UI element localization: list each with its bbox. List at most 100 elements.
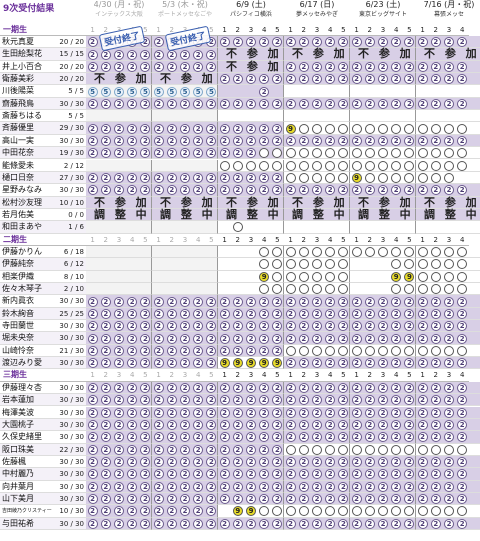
column-number: 4 — [389, 369, 403, 382]
column-number: 4 — [125, 233, 139, 246]
slot-won-circle: 2 — [259, 173, 270, 184]
slot-open-circle — [417, 259, 428, 270]
slot-group — [86, 208, 152, 222]
slot-won-circle: 2 — [298, 432, 309, 443]
slot-open-circle — [457, 259, 468, 270]
column-number: 1 — [218, 369, 232, 382]
slot-group — [416, 85, 480, 98]
slot-won-circle: 2 — [259, 86, 270, 97]
slot-won-circle: 2 — [298, 481, 309, 492]
slot-open-circle — [391, 123, 402, 134]
slot-open-circle — [417, 247, 428, 258]
slot-group — [284, 208, 350, 222]
slot-open-circle — [272, 160, 283, 171]
slot-won-circle: 2 — [378, 407, 388, 418]
slot-won-circle: 2 — [193, 420, 204, 431]
not-attending-label: 不 参 加 — [358, 195, 414, 209]
slot-group — [86, 110, 152, 123]
column-number: 2 — [363, 23, 377, 36]
slot-won-circle: 2 — [364, 98, 375, 109]
slot-open-circle — [430, 271, 441, 282]
slot-won-circle: 2 — [391, 185, 402, 196]
slot-open-circle — [404, 148, 415, 159]
member-name: 久保史緒里 — [0, 431, 58, 444]
slot-won-circle: 2 — [378, 395, 388, 406]
slot-won-circle: 2 — [219, 382, 230, 393]
slot-group — [416, 208, 480, 222]
slot-won-circle: 2 — [114, 506, 124, 517]
slot-won-circle: 2 — [404, 432, 415, 443]
slot-won-circle: 2 — [338, 382, 349, 393]
slot-won-circle: 2 — [166, 395, 177, 406]
slot-won-circle: 2 — [378, 518, 388, 529]
slot-open-circle — [391, 259, 402, 270]
slot-won-circle: 2 — [417, 135, 428, 146]
slot-won-circle: 2 — [312, 382, 322, 393]
member-name: 相楽伊織 — [0, 270, 58, 283]
column-number: 2 — [297, 369, 311, 382]
slot-won-circle: 2 — [246, 308, 256, 319]
slot-won-circle: 2 — [127, 123, 138, 134]
not-attending-label: 不 参 加 — [160, 72, 216, 86]
slot-won-circle: 2 — [378, 432, 388, 443]
slot-open-circle — [259, 148, 270, 159]
slot-won-circle: 2 — [166, 296, 177, 307]
slot-won-circle: 2 — [312, 37, 322, 48]
slot-won-circle: 2 — [166, 123, 177, 134]
slot-won-circle: 2 — [259, 135, 270, 146]
slot-won-circle: 2 — [325, 432, 336, 443]
not-attending-label: 不 参 加 — [424, 47, 480, 61]
slot-won-circle: 2 — [87, 37, 98, 48]
slot-won-circle: 2 — [153, 444, 164, 455]
slot-won-circle: 2 — [298, 457, 309, 468]
slot-num-circle: 5 — [180, 86, 190, 97]
member-name: 衛藤美彩 — [0, 73, 58, 86]
slot-open-circle — [391, 506, 402, 517]
slot-group — [416, 110, 480, 123]
slot-won-circle: 2 — [444, 518, 454, 529]
slot-won-circle: 2 — [378, 481, 388, 492]
slot-won-circle: 2 — [140, 173, 151, 184]
slot-open-circle — [325, 247, 336, 258]
slot-won-circle: 2 — [444, 308, 454, 319]
member-name: 佐藤楓 — [0, 455, 58, 469]
column-number: 3 — [442, 233, 456, 246]
member-name: 向井葉月 — [0, 480, 58, 493]
slot-won-circle: 2 — [127, 173, 138, 184]
slot-won-circle: 2 — [325, 333, 336, 344]
slot-won-circle: 2 — [100, 407, 111, 418]
slot-won-circle: 2 — [312, 333, 322, 344]
slot-won-circle: 2 — [272, 37, 283, 48]
slot-open-circle — [404, 444, 415, 455]
slot-won-circle: 2 — [246, 420, 256, 431]
slot-won-circle: 2 — [246, 494, 256, 505]
slot-won-circle: 2 — [193, 444, 204, 455]
slot-won-circle: 2 — [127, 518, 138, 529]
slot-won-circle: 2 — [259, 37, 270, 48]
slot-group — [218, 196, 284, 209]
slot-won-circle: 2 — [114, 494, 124, 505]
slot-won-circle: 2 — [444, 333, 454, 344]
slot-won-circle: 2 — [206, 432, 217, 443]
slot-won-circle: 2 — [325, 98, 336, 109]
slot-won-circle: 2 — [193, 135, 204, 146]
slot-won-circle: 2 — [430, 37, 441, 48]
slot-won-circle: 2 — [127, 321, 138, 332]
slot-won-circle: 2 — [430, 135, 441, 146]
slot-won-circle: 2 — [87, 457, 98, 468]
slot-won-circle: 2 — [404, 481, 415, 492]
slot-open-circle — [378, 148, 388, 159]
slot-won-circle: 2 — [166, 457, 177, 468]
slot-won-circle: 2 — [193, 98, 204, 109]
slot-won-circle: 2 — [259, 518, 270, 529]
slot-won-circle: 2 — [232, 135, 243, 146]
slot-open-circle — [259, 259, 270, 270]
slot-won-circle: 2 — [127, 61, 138, 72]
slot-group — [152, 196, 218, 209]
column-number: 5 — [204, 369, 218, 382]
member-name: 寺田蘭世 — [0, 320, 58, 333]
slot-open-circle — [457, 271, 468, 282]
slot-won-circle: 2 — [457, 185, 468, 196]
slot-won-circle: 2 — [325, 420, 336, 431]
slot-won-circle: 2 — [100, 358, 111, 369]
